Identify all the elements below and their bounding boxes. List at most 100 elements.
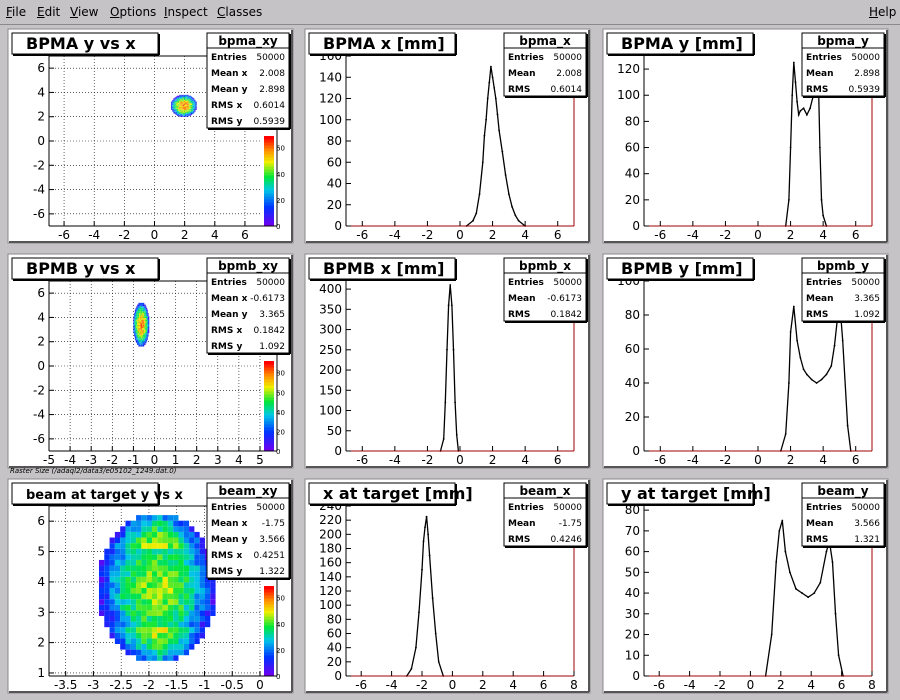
pad-bpmb_y: -6-4-20246020406080100BPMB y [mm]bpmb_yE… [602,253,889,469]
heatmap-cell [178,587,184,594]
heatmap-cell [138,316,140,318]
heatmap-cell [175,99,177,100]
heatmap-cell [136,321,138,324]
heatmap-cell [194,571,200,577]
heatmap-cell [145,321,147,324]
pad-bpma_x: -6-4-20246020406080100120140160BPMA x [m… [304,28,591,244]
data-point [789,146,792,149]
menu-options[interactable]: Options [110,5,156,19]
menu-edit[interactable]: Edit [37,5,60,19]
heatmap-cell [172,109,174,111]
heatmap-cell [178,548,184,555]
data-point [446,348,448,351]
heatmap-cell [109,543,115,549]
heatmap-cell [167,610,174,616]
heatmap-cell [181,99,183,100]
heatmap-cell [146,328,148,330]
stats-label: RMS [806,85,828,95]
heatmap-cell [182,99,184,101]
heatmap-cell [104,548,110,555]
heatmap-cell [135,314,137,317]
heatmap-cell [176,102,179,104]
y-tick-label: 10 [625,648,640,662]
heatmap-cell [104,615,110,622]
data-point [475,212,478,215]
heatmap-cell [144,312,145,315]
heatmap-cell [192,99,194,101]
chart-title: y at target [mm] [621,484,771,503]
heatmap-cell [139,307,141,310]
heatmap-cell [125,559,131,566]
heatmap-cell [173,548,179,555]
heatmap-cell [194,110,196,112]
heatmap-cell [173,632,179,639]
menu-file-label: ile [12,5,27,19]
palette-cell [264,604,274,608]
heatmap-cell [189,106,191,108]
heatmap-cell [140,343,142,345]
heatmap-cell [141,338,143,340]
heatmap-cell [183,554,190,560]
heatmap-cell [145,331,147,334]
heatmap-cell [157,515,163,521]
x-tick-label: 0 [449,678,457,692]
heatmap-cell [133,326,135,329]
heatmap-cell [142,323,143,325]
heatmap-cell [140,306,142,308]
heatmap-cell [173,593,179,600]
heatmap-cell [141,571,147,577]
heatmap-cell [171,109,173,110]
heatmap-cell [146,309,148,312]
heatmap-cell [130,571,137,577]
root-canvas[interactable]: 0 20 40 60 -6 -4 -2 0 2 4 6 -6 -4 -2 0 2 4 6 BPMA y vs x bp… [0,25,900,700]
stats-label: Mean [508,69,536,79]
heatmap-cell [157,593,163,600]
heatmap-cell [178,621,184,628]
palette-cell [264,658,274,662]
x-tick-label: 0 [747,678,755,692]
heatmap-cell [182,110,184,112]
heatmap-cell [182,105,184,107]
heatmap-cell [114,610,121,616]
heatmap-cell [162,543,168,549]
heatmap-cell [183,109,186,111]
palette-cell [264,169,274,173]
heatmap-cell [171,108,173,110]
heatmap-cell [173,109,175,110]
heatmap-cell [104,565,110,572]
heatmap-cell [199,593,205,600]
heatmap-cell [114,587,121,594]
menu-classes[interactable]: Classes [217,5,262,19]
heatmap-cell [174,113,176,115]
heatmap-cell [143,321,145,324]
heatmap-cell [139,309,141,312]
heatmap-cell [139,336,140,339]
heatmap-cell [173,610,179,616]
menu-view[interactable]: View [70,5,98,19]
heatmap-cell [188,104,190,106]
heatmap-cell [109,627,115,633]
heatmap-cell [189,615,195,622]
heatmap-cell [188,107,190,109]
stats-label: Mean x [211,69,248,79]
heatmap-cell [144,329,146,332]
palette-cell [264,442,274,446]
heatmap-cell [157,599,163,605]
heatmap-cell [139,317,140,320]
heatmap-cell [195,109,197,110]
heatmap-cell [136,621,142,628]
menu-file[interactable]: File [6,5,26,19]
menu-inspect-label: nspect [167,5,208,19]
menu-help[interactable]: Help [869,5,896,19]
heatmap-cell [178,576,184,583]
heatmap-cell [120,576,126,583]
menu-inspect[interactable]: Inspect [164,5,208,19]
heatmap-cell [172,108,174,110]
x-tick-label: -4 [684,678,696,692]
heatmap-cell [144,304,145,307]
heatmap-cell [130,554,137,560]
stats-box [503,257,587,322]
y-tick-label: 4 [37,575,45,589]
heatmap-cell [195,104,197,105]
